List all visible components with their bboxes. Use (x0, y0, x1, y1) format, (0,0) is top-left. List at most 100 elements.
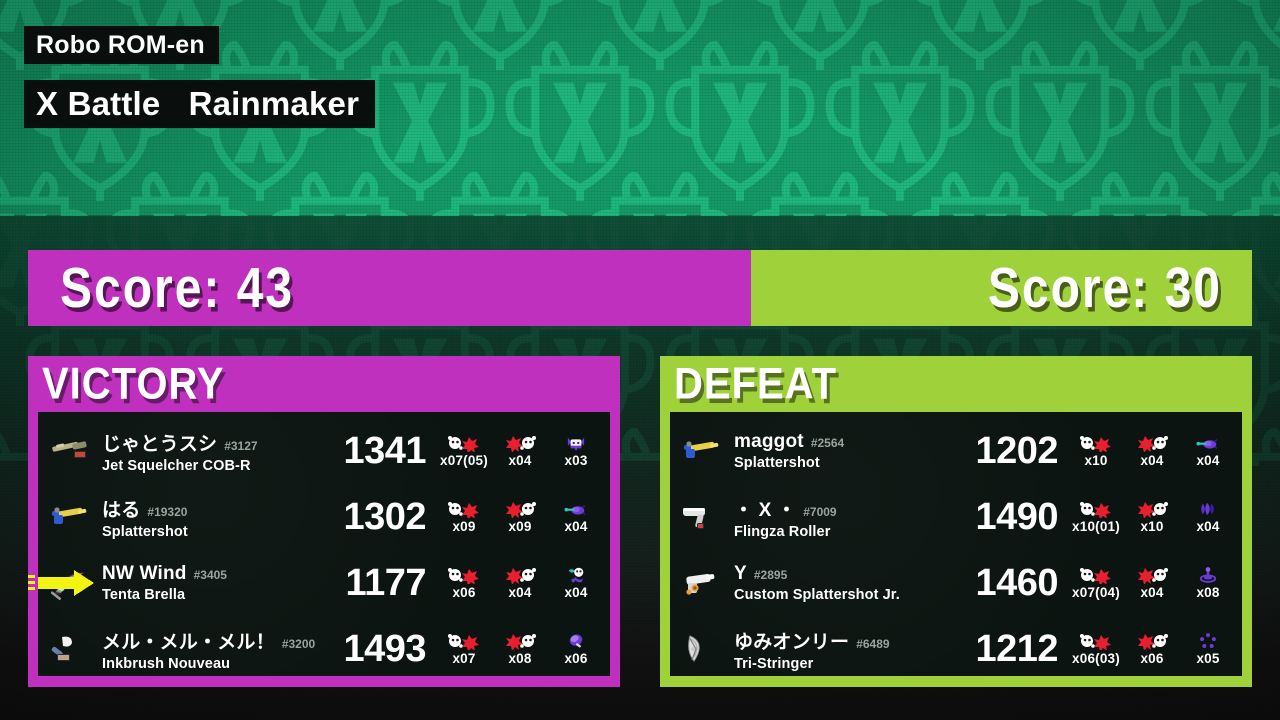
splat-death-icon (503, 500, 537, 518)
specials-stat: x03 (548, 434, 604, 468)
player-info: NW Wind #3405 Tenta Brella (98, 563, 299, 603)
kills-stat: x07 (436, 632, 492, 666)
specials-stat: x05 (1180, 632, 1236, 666)
player-info: ・ X ・ #7009 Flingza Roller (730, 495, 931, 540)
x-shield-emblem (1140, 41, 1280, 202)
player-row[interactable]: ・ X ・ #7009 Flingza Roller 1490 x10(01) x10 (670, 484, 1242, 550)
player-stats: x10 x04 x04 (1066, 434, 1236, 468)
kills-stat: x06 (436, 566, 492, 600)
deaths-stat: x06 (1124, 632, 1180, 666)
deaths-stat: x04 (492, 566, 548, 600)
x-shield-emblem (580, 0, 740, 70)
kills-stat: x10 (1068, 434, 1124, 468)
x-shield-emblem (1220, 428, 1280, 466)
player-info: Y #2895 Custom Splattershot Jr. (730, 563, 931, 603)
x-shield-emblem (420, 172, 580, 216)
player-name-line: じゃとうスシ #3127 (102, 429, 299, 456)
player-row[interactable]: じゃとうスシ #3127 Jet Squelcher COB-R 1341 x07(0… (38, 418, 610, 484)
kills-value: x06(03) (1072, 651, 1120, 666)
player-row[interactable]: メル・メル・メル！ #3200 Inkbrush Nouveau 1493 x07 x… (38, 616, 610, 676)
inkbrush-icon (46, 629, 94, 669)
score-bar-victory: Score: 43 (28, 250, 751, 326)
player-name-line: maggot #2564 (734, 431, 931, 453)
player-score: 1460 (975, 561, 1058, 604)
x-shield-emblem (900, 0, 1060, 70)
player-row[interactable]: ゆみオンリー #6489 Tri-Stringer 1212 x06(03) x06 (670, 616, 1242, 676)
splat-death-icon (1135, 500, 1169, 518)
x-shield-emblem (1060, 0, 1220, 70)
player-row[interactable]: はる #19320 Splattershot 1302 x09 x09 (38, 484, 610, 550)
splat-death-icon (503, 566, 537, 584)
player-row[interactable]: Y #2895 Custom Splattershot Jr. 1460 x07(04… (670, 550, 1242, 616)
specials-stat: x04 (1180, 500, 1236, 534)
player-stats: x06 x04 x04 (434, 566, 604, 600)
splattershot-jr-icon (678, 563, 726, 603)
x-shield-emblem (260, 0, 420, 70)
kills-value: x10 (1084, 453, 1108, 468)
splat-death-icon (503, 632, 537, 650)
x-shield-emblem (1220, 0, 1280, 70)
player-info: メル・メル・メル！ #3200 Inkbrush Nouveau (98, 627, 315, 672)
deaths-value: x10 (1140, 519, 1164, 534)
score-text-right: Score: 30 (987, 256, 1222, 320)
splat-death-icon (1135, 566, 1169, 584)
player-score: 1302 (343, 495, 426, 538)
panel-title-victory: VICTORY (28, 356, 620, 412)
player-row[interactable]: maggot #2564 Splattershot 1202 x10 x04 (670, 418, 1242, 484)
player-name: はる (102, 499, 141, 521)
player-weapon-name: Splattershot (734, 455, 820, 471)
player-info: じゃとうスシ #3127 Jet Squelcher COB-R (98, 429, 299, 474)
player-list-defeat: maggot #2564 Splattershot 1202 x10 x04 (670, 412, 1242, 676)
player-weapon-name: Custom Splattershot Jr. (734, 587, 900, 603)
splat-kill-icon (447, 566, 481, 584)
player-list-victory: じゃとうスシ #3127 Jet Squelcher COB-R 1341 x07(0… (38, 412, 610, 676)
x-shield-pattern-top (0, 0, 1280, 216)
x-shield-emblem (1220, 172, 1280, 216)
player-name-line: NW Wind #3405 (102, 563, 299, 585)
player-row[interactable]: NW Wind #3405 Tenta Brella 1177 x06 x04 (38, 550, 610, 616)
specials-stat: x08 (1180, 566, 1236, 600)
scoreboard: Score: 43 Score: 30 (0, 250, 1280, 326)
special-trizooka-icon (1198, 632, 1218, 650)
special-ink-vac-icon (1198, 566, 1218, 584)
splat-kill-icon (1079, 500, 1113, 518)
deaths-value: x09 (508, 519, 532, 534)
splat-death-icon (503, 434, 537, 452)
kills-value: x07(04) (1072, 585, 1120, 600)
splat-death-icon (1135, 632, 1169, 650)
player-id: #2564 (810, 436, 845, 450)
player-stats: x07 x08 x06 (434, 632, 604, 666)
player-name-line: ・ X ・ #7009 (734, 495, 931, 522)
specials-value: x04 (564, 585, 588, 600)
splat-kill-icon (447, 434, 481, 452)
specials-value: x05 (1196, 651, 1220, 666)
player-info: ゆみオンリー #6489 Tri-Stringer (730, 627, 931, 672)
x-shield-emblem (980, 41, 1140, 202)
kills-stat: x06(03) (1068, 632, 1124, 666)
team-panel-defeat: DEFEAT maggot #2564 Splattershot 1202 x10 (660, 356, 1252, 687)
player-stats: x06(03) x06 x05 (1066, 632, 1236, 666)
x-shield-emblem (740, 172, 900, 216)
player-info: はる #19320 Splattershot (98, 495, 299, 540)
team-panel-victory: VICTORY じゃとうスシ #3127 Jet Squelcher COB-R 13… (28, 356, 620, 687)
x-shield-emblem (820, 41, 980, 202)
splat-death-icon (1135, 434, 1169, 452)
special-crab-tank-icon (1196, 434, 1220, 452)
player-stats: x10(01) x10 x04 (1066, 500, 1236, 534)
player-id: #3127 (224, 438, 258, 453)
x-shield-emblem (660, 41, 820, 202)
player-weapon-name: Splattershot (102, 523, 188, 540)
player-stats: x07(05) x04 x03 (434, 434, 604, 468)
x-shield-emblem (420, 0, 580, 70)
x-shield-emblem (900, 172, 1060, 216)
special-killer-wail-icon (565, 434, 587, 452)
kills-stat: x10(01) (1068, 500, 1124, 534)
deaths-value: x04 (508, 453, 532, 468)
kills-stat: x07(04) (1068, 566, 1124, 600)
splat-kill-icon (1079, 434, 1113, 452)
specials-value: x04 (564, 519, 588, 534)
deaths-stat: x04 (492, 434, 548, 468)
jet-squelcher-icon (46, 431, 94, 471)
x-shield-emblem (740, 0, 900, 70)
special-ultra-stamp-icon (566, 632, 586, 650)
